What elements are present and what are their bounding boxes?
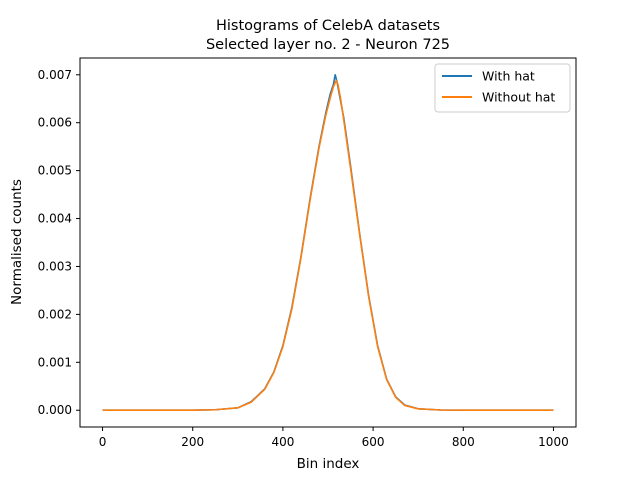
y-tick-label: 0.007 [38, 68, 72, 82]
y-tick-label: 0.001 [38, 355, 72, 369]
legend-label-with-hat: With hat [482, 69, 535, 84]
x-axis-label: Bin index [297, 456, 360, 472]
x-tick-label: 800 [452, 435, 475, 449]
y-tick-label: 0.000 [38, 403, 72, 417]
legend-label-without-hat: Without hat [482, 90, 555, 105]
x-tick-label: 200 [181, 435, 204, 449]
y-tick-label: 0.002 [38, 307, 72, 321]
axes-frame [79, 57, 577, 428]
series-line-with-hat [102, 73, 554, 412]
y-tick-label: 0.006 [38, 116, 72, 130]
x-tick-label: 600 [362, 435, 385, 449]
y-axis-label: Normalised counts [9, 179, 25, 305]
legend: With hat Without hat [434, 63, 571, 113]
series-line-without-hat [102, 79, 554, 412]
y-tick-label: 0.005 [38, 164, 72, 178]
x-tick-label: 400 [271, 435, 294, 449]
chart-title: Histograms of CelebA datasets [216, 18, 440, 34]
x-tick-label: 1000 [538, 435, 569, 449]
x-axis-ticks: 0 200 400 600 800 1000 [99, 427, 569, 449]
y-tick-label: 0.003 [38, 259, 72, 273]
x-tick-label: 0 [99, 435, 107, 449]
plot-lines [102, 73, 554, 412]
chart-subtitle: Selected layer no. 2 - Neuron 725 [206, 37, 450, 53]
y-axis-ticks: 0.000 0.001 0.002 0.003 0.004 0.005 0.006 0.007 [38, 68, 80, 417]
y-tick-label: 0.004 [38, 212, 72, 226]
